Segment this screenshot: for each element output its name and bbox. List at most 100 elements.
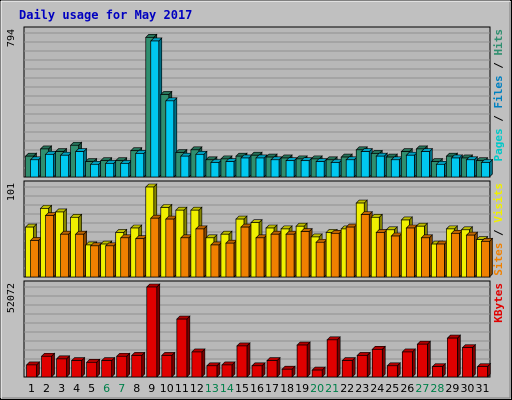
x-tick-label-28: 28: [430, 382, 444, 395]
visits-panel-bar-sites-16: [255, 234, 268, 278]
hits-panel-bar-files-8-front: [135, 153, 145, 178]
visits-panel-bar-sites-24-front: [375, 232, 385, 278]
hits-panel-bar-files-24: [375, 152, 388, 178]
x-tick-label-11: 11: [175, 382, 189, 395]
visits-panel-ymax-label: 101: [6, 183, 17, 201]
kbytes-panel-bar-kbytes-23-side: [366, 351, 371, 378]
x-tick-label-5: 5: [88, 382, 95, 395]
visits-panel-bar-sites-12-front: [195, 228, 205, 278]
visits-panel-bar-sites-26: [405, 224, 419, 278]
hits-panel-bar-files-16: [255, 154, 268, 178]
x-tick-label-9: 9: [148, 382, 155, 395]
x-tick-label-19: 19: [295, 382, 309, 395]
hits-panel-bar-files-19: [300, 156, 313, 178]
kbytes-panel-bar-kbytes-30-side: [472, 343, 476, 378]
hits-panel-bar-files-21-front: [330, 162, 340, 178]
hits-panel-bar-files-3-front: [60, 154, 69, 178]
kbytes-panel-bar-kbytes-27-front: [417, 343, 428, 378]
kbytes-panel-bar-kbytes-11: [176, 315, 191, 378]
kbytes-panel-ymax-label: 52072: [6, 283, 17, 313]
kbytes-panel-bar-kbytes-21-side: [336, 336, 341, 378]
x-tick-label-26: 26: [400, 382, 414, 395]
visits-panel-bar-sites-8-front: [135, 238, 145, 278]
hits-panel-bar-files-31-front: [481, 162, 490, 178]
x-tick-label-1: 1: [28, 382, 35, 395]
chart-panels: 794 Pages / Files / Hits 101 Sites / Visits…: [6, 26, 505, 378]
kbytes-panel-bar-kbytes-17: [266, 356, 281, 378]
kbytes-panel: 52072 KBytes: [6, 280, 505, 378]
hits-panel-bar-files-11-front: [180, 155, 190, 178]
x-tick-label-7: 7: [118, 382, 125, 395]
hits-panel-bar-files-2-front: [45, 153, 54, 178]
hits-panel-bar-files-7: [119, 159, 133, 178]
hits-panel-bar-files-9: [150, 37, 163, 178]
visits-panel-bar-sites-18: [285, 230, 298, 278]
x-tick-label-21: 21: [325, 382, 339, 395]
kbytes-panel-bar-kbytes-16-front: [251, 365, 263, 378]
kbytes-panel-bar-kbytes-19: [296, 341, 311, 378]
hits-panel-bar-files-20: [315, 157, 328, 178]
hits-panel-bar-files-23-front: [360, 151, 370, 178]
kbytes-panel-bar-kbytes-31-front: [477, 366, 488, 378]
kbytes-panel-bar-kbytes-20: [311, 366, 326, 378]
visits-panel-bar-sites-8: [135, 234, 148, 278]
hits-panel-bar-files-22: [345, 156, 358, 178]
legend-item: KBytes: [492, 283, 505, 323]
visits-panel-bar-sites-31-side: [489, 237, 493, 278]
x-tick-label-24: 24: [370, 382, 384, 395]
kbytes-panel-bar-kbytes-13-front: [206, 365, 218, 378]
kbytes-panel-bar-kbytes-2-front: [41, 355, 52, 378]
visits-panel-bar-sites-23: [360, 210, 373, 278]
hits-panel-bar-files-12-front: [195, 153, 205, 178]
hits-panel-bar-files-11: [180, 152, 193, 178]
visits-panel-bar-sites-11-front: [180, 237, 190, 278]
x-tick-label-14: 14: [220, 382, 234, 395]
visits-panel-bar-sites-20: [315, 238, 328, 278]
kbytes-panel-bar-kbytes-19-side: [306, 341, 311, 378]
hits-panel-bar-files-6: [104, 159, 118, 178]
kbytes-panel-bar-kbytes-19-front: [296, 344, 308, 378]
hits-panel-bar-files-14: [225, 157, 238, 178]
kbytes-panel-bar-kbytes-28-front: [432, 366, 443, 378]
kbytes-panel-bar-kbytes-5: [85, 358, 101, 378]
hits-panel-bar-files-1: [29, 156, 43, 178]
visits-panel-bar-sites-3-front: [60, 233, 69, 278]
x-tick-label-4: 4: [73, 382, 80, 395]
kbytes-panel-bar-kbytes-29-side: [457, 334, 461, 378]
hits-panel-bar-files-18-front: [285, 160, 295, 178]
visits-panel-bar-sites-31: [480, 237, 494, 278]
x-tick-label-2: 2: [43, 382, 50, 395]
x-tick-label-20: 20: [310, 382, 324, 395]
hits-panel-bar-files-25: [390, 156, 404, 178]
kbytes-panel-bar-kbytes-18-front: [281, 368, 293, 378]
visits-panel-bar-sites-7: [119, 234, 133, 278]
visits-panel-bar-sites-15-front: [240, 226, 250, 278]
hits-panel-bar-files-29: [450, 154, 464, 178]
hits-panel-bar-files-13: [210, 158, 223, 178]
kbytes-panel-bar-kbytes-15: [236, 342, 251, 378]
kbytes-panel-bar-kbytes-22-front: [341, 360, 353, 378]
kbytes-panel-bar-kbytes-9-side: [156, 283, 161, 378]
visits-panel-bar-sites-29-front: [451, 232, 460, 278]
visits-panel-bar-sites-10: [165, 215, 178, 278]
visits-panel-bar-sites-13-front: [210, 244, 220, 278]
visits-panel-bar-sites-17-front: [270, 233, 280, 278]
hits-panel-bar-files-28-front: [436, 163, 445, 178]
kbytes-panel-bar-kbytes-23-front: [356, 355, 368, 378]
x-tick-label-8: 8: [133, 382, 140, 395]
visits-panel-bar-sites-29: [450, 229, 464, 278]
hits-panel-bar-files-10: [165, 97, 178, 178]
kbytes-panel-bar-kbytes-2-side: [51, 352, 55, 378]
hits-panel-bar-files-17-front: [270, 159, 280, 178]
kbytes-panel-bar-kbytes-3-front: [56, 358, 67, 378]
visits-panel-bar-sites-22: [345, 223, 358, 278]
visits-panel-bar-sites-4: [74, 230, 88, 278]
kbytes-panel-bar-kbytes-12-front: [191, 351, 203, 378]
visits-panel-bar-sites-13: [210, 241, 223, 278]
kbytes-panel-legend: KBytes: [492, 283, 505, 323]
x-tick-label-3: 3: [58, 382, 65, 395]
visits-panel-bar-sites-20-front: [315, 241, 325, 278]
kbytes-panel-bar-kbytes-30: [461, 343, 477, 378]
kbytes-panel-bar-kbytes-21: [326, 336, 341, 378]
visits-panel-bar-sites-5: [89, 242, 103, 278]
